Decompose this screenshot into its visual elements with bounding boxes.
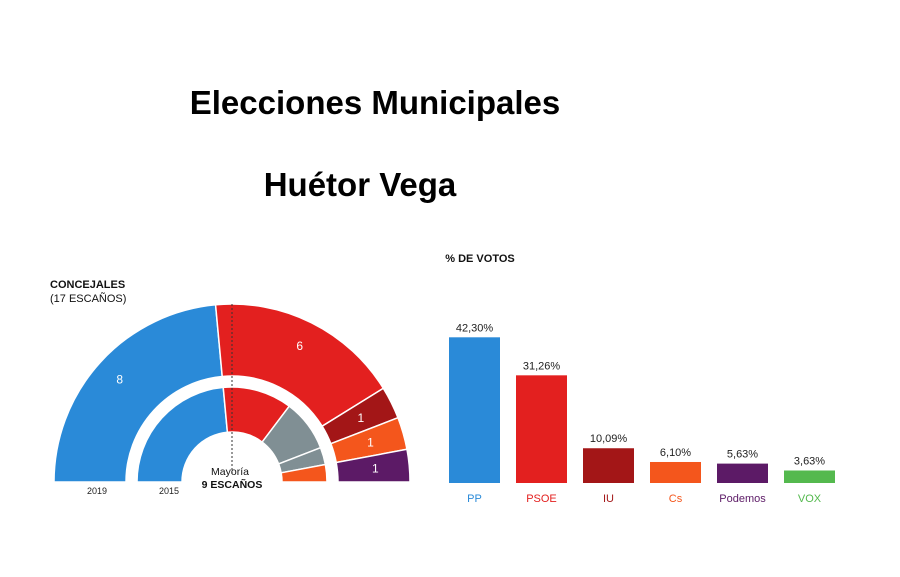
bar-value-podemos: 5,63% [727, 449, 758, 461]
seats-subtitle: (17 ESCAÑOS) [50, 292, 126, 305]
seat-label-pp: 8 [116, 373, 123, 387]
bar-iu [583, 448, 634, 483]
bar-psoe [516, 375, 567, 483]
seat-label-psoe: 6 [296, 339, 303, 353]
votes-title: % DE VOTOS [445, 253, 514, 265]
chart-title: Elecciones Municipales [189, 84, 561, 121]
ring-label-2015: 2015 [159, 486, 179, 496]
seat-label-podemos: 1 [372, 462, 379, 476]
seat-wedge-2015-cs [280, 463, 328, 483]
bar-value-pp: 42,30% [456, 322, 494, 334]
bar-category-psoe: PSOE [526, 493, 557, 505]
bar-cs [650, 461, 701, 483]
seat-wedge-2019-pp [53, 303, 224, 483]
bar-vox [784, 470, 835, 483]
bar-pp [449, 337, 500, 483]
bar-category-podemos: Podemos [719, 493, 766, 505]
bar-value-iu: 10,09% [590, 433, 628, 445]
bar-value-cs: 6,10% [660, 447, 691, 459]
bar-category-pp: PP [467, 493, 482, 505]
bar-value-vox: 3,63% [794, 455, 825, 467]
bar-category-vox: VOX [798, 493, 822, 505]
bar-podemos [717, 463, 768, 483]
majority-value: 9 ESCAÑOS [202, 478, 263, 491]
chart-subtitle: Huétor Vega [263, 166, 457, 203]
bar-category-cs: Cs [669, 493, 683, 505]
seat-label-iu: 1 [358, 411, 365, 425]
seat-label-cs: 1 [367, 436, 374, 450]
bar-value-psoe: 31,26% [523, 360, 561, 372]
bar-category-iu: IU [603, 493, 614, 505]
ring-label-2019: 2019 [87, 486, 107, 496]
votes-bar-chart: 42,30% PP 31,26% PSOE 10,09% IU 6,10% Cs 5,63% Po… [449, 322, 835, 505]
majority-label: Mayoría [211, 466, 249, 478]
seat-wedge-2019-podemos [335, 448, 411, 483]
seat-wedge-2015-pp [136, 386, 229, 483]
seats-title: CONCEJALES [50, 279, 125, 291]
